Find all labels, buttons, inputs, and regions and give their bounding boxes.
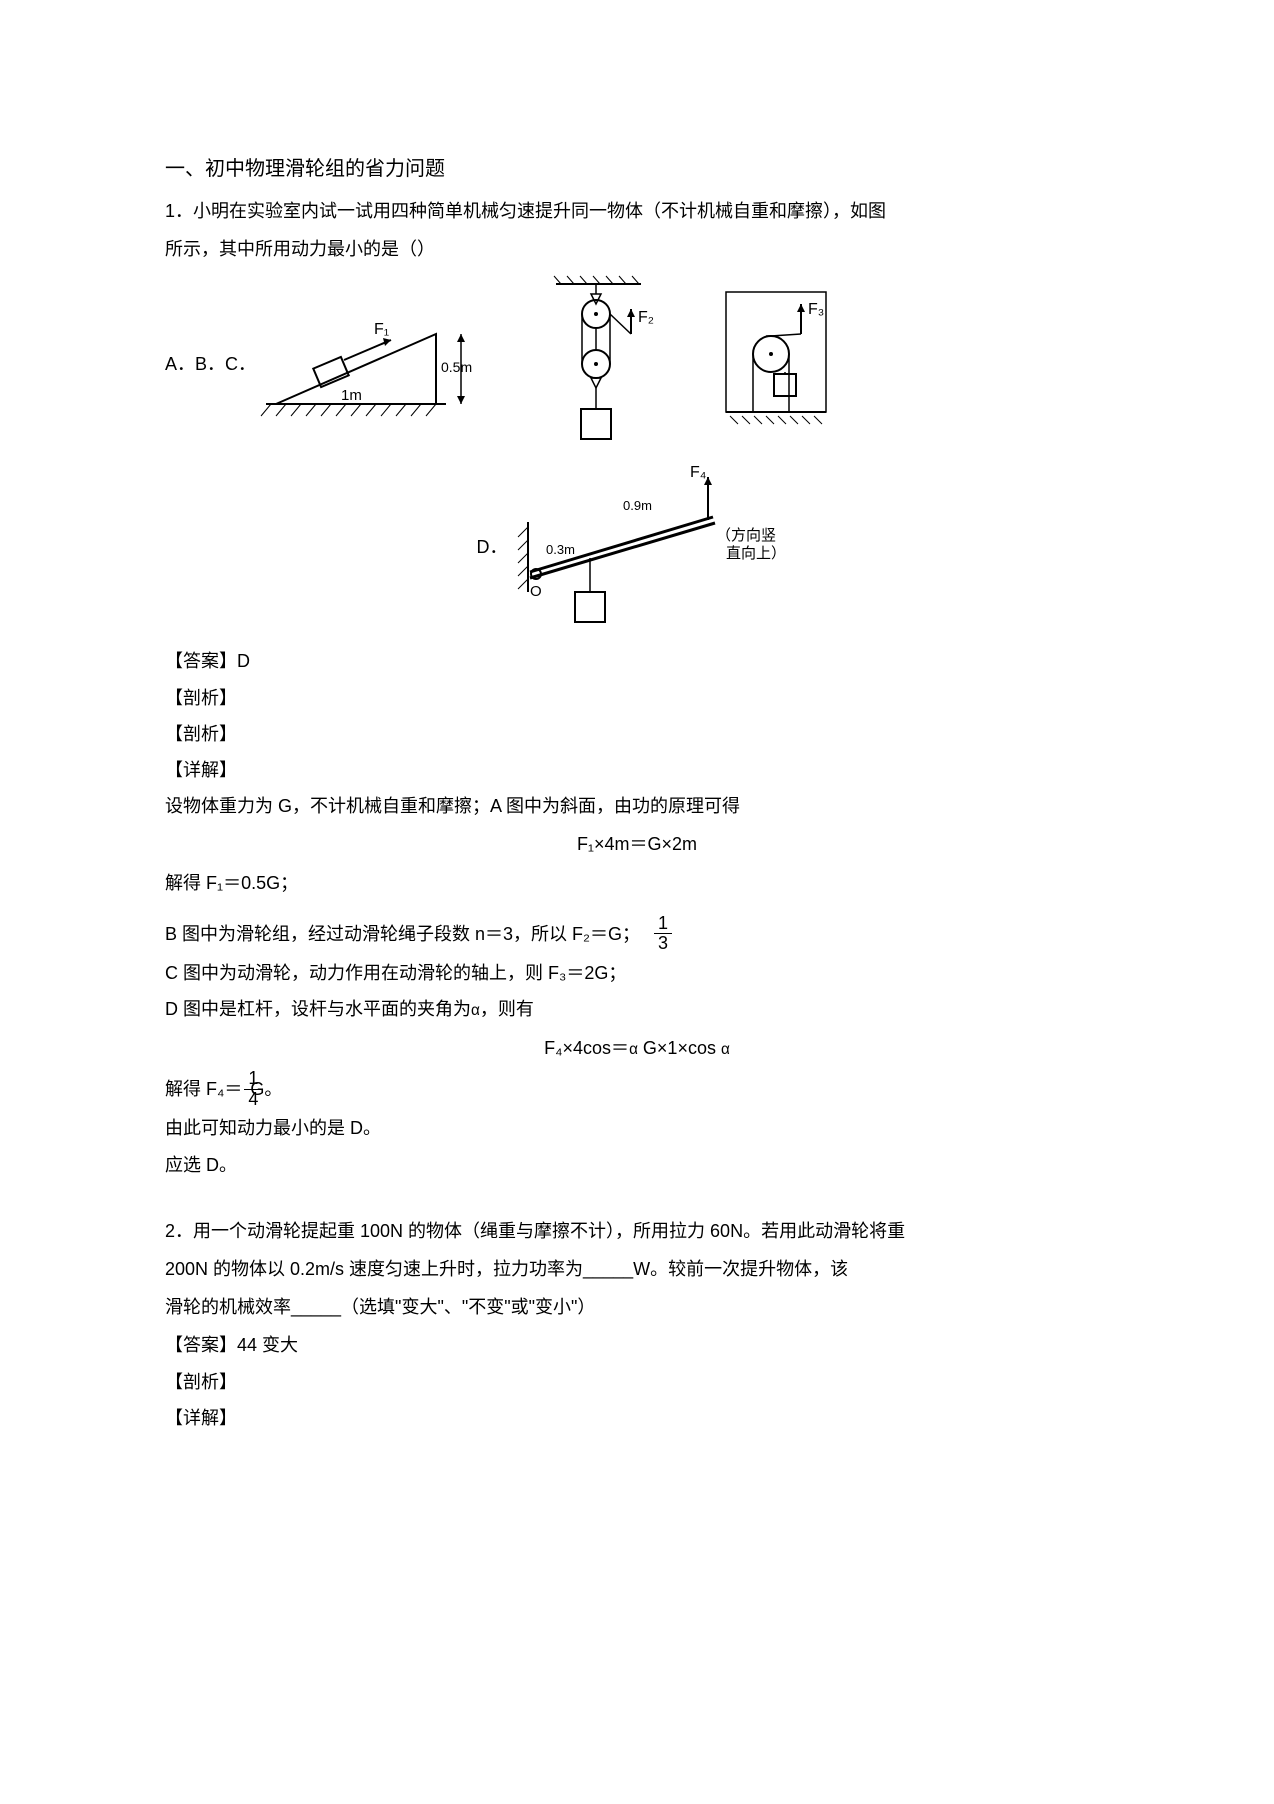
q1-expl-line6-pre: 解得 F₄＝: [165, 1072, 242, 1106]
diagram-d-note1: （方向竖: [716, 527, 776, 544]
diagram-a-force: F₁: [374, 321, 389, 338]
answer-label: 【答案】: [165, 651, 237, 671]
q1-options-row: A．B．C． F₁: [165, 274, 1109, 454]
diagram-d-origin: O: [530, 583, 542, 600]
q2-number: 2．: [165, 1221, 193, 1241]
q2-stem-line1: 用一个动滑轮提起重 100N 的物体（绳重与摩擦不计），所用拉力 60N。若用此…: [193, 1221, 905, 1241]
q1-eq2-pre: F₄×4cos＝: [544, 1038, 629, 1058]
diagram-a-slope: 1m: [341, 387, 362, 404]
q1-option-d-row: D． O 0.3m: [165, 462, 1109, 632]
q1-eq2-mid: G×1×cos: [643, 1038, 716, 1058]
q2-stem: 2．用一个动滑轮提起重 100N 的物体（绳重与摩擦不计），所用拉力 60N。若…: [165, 1214, 1109, 1248]
section-heading: 一、初中物理滑轮组的省力问题: [165, 150, 1109, 188]
q2-answer-label: 【答案】: [165, 1335, 237, 1355]
q1-expl-line5-post: ，则有: [480, 999, 534, 1019]
frac-b-den: 3: [654, 934, 672, 954]
diagram-a: F₁ 0.5m 1m: [256, 304, 486, 424]
diagram-a-height: 0.5m: [441, 359, 472, 375]
q1-stem-line2: 所示，其中所用动力最小的是（）: [165, 232, 1109, 266]
q1-opt-d-label: D．: [477, 530, 508, 564]
diagram-d-hang: 0.3m: [546, 542, 575, 557]
q1-analysis2: 【剖析】: [165, 717, 1109, 751]
q1-detail-label: 【详解】: [165, 753, 1109, 787]
alpha3: α: [721, 1041, 730, 1058]
q1-expl-line7: 由此可知动力最小的是 D。: [165, 1111, 1109, 1145]
q1-stem-line1: 小明在实验室内试一试用四种简单机械匀速提升同一物体（不计机械自重和摩擦），如图: [193, 201, 886, 221]
q1-expl-line1: 设物体重力为 G，不计机械自重和摩擦；A 图中为斜面，由功的原理可得: [165, 789, 1109, 823]
q1-analysis1: 【剖析】: [165, 681, 1109, 715]
diagram-c: F₃: [716, 284, 836, 444]
page: 一、初中物理滑轮组的省力问题 1．小明在实验室内试一试用四种简单机械匀速提升同一…: [0, 0, 1274, 1804]
q1-stem: 1．小明在实验室内试一试用四种简单机械匀速提升同一物体（不计机械自重和摩擦），如…: [165, 194, 1109, 228]
q1-expl-line6: 解得 F₄＝ 1 4 G。: [165, 1069, 1109, 1110]
answer-value: D: [237, 651, 250, 671]
q1-number: 1．: [165, 201, 193, 221]
q1-eq1: F₁×4m＝G×2m: [165, 827, 1109, 861]
q1-opt-ab-label: A．B．C．: [165, 347, 256, 381]
frac-b-num: 1: [654, 914, 672, 935]
q2-stem-line3: 滑轮的机械效率_____（选填"变大"、"不变"或"变小"）: [165, 1290, 1109, 1324]
diagram-d: O 0.3m 0.9m F₄ （方向竖 直向上）: [508, 462, 798, 632]
q1-expl-line3-text: B 图中为滑轮组，经过动滑轮绳子段数 n＝3，所以 F₂＝G；: [165, 917, 640, 951]
q2-stem-line2: 200N 的物体以 0.2m/s 速度匀速上升时，拉力功率为_____W。较前一…: [165, 1252, 1109, 1286]
diagram-d-note2: 直向上）: [726, 545, 786, 562]
q2-analysis: 【剖析】: [165, 1365, 1109, 1399]
diagram-c-force: F₃: [808, 301, 824, 318]
q1-eq2: F₄×4cos＝α G×1×cos α: [165, 1031, 1109, 1065]
q2-answer: 【答案】44 变大: [165, 1328, 1109, 1362]
q1-expl-line8: 应选 D。: [165, 1148, 1109, 1182]
q1-expl-line4: C 图中为动滑轮，动力作用在动滑轮的轴上，则 F₃＝2G；: [165, 956, 1109, 990]
q1-expl-line5-pre: D 图中是杠杆，设杆与水平面的夹角为: [165, 999, 471, 1019]
q1-expl-line2: 解得 F₁＝0.5G；: [165, 866, 1109, 900]
diagram-b-force: F₂: [638, 309, 654, 326]
q2-answer-value: 44 变大: [237, 1335, 298, 1355]
q2-detail-label: 【详解】: [165, 1401, 1109, 1435]
diagram-b: F₂: [546, 274, 666, 454]
q1-expl-line3: B 图中为滑轮组，经过动滑轮绳子段数 n＝3，所以 F₂＝G； 1 3: [165, 914, 1109, 955]
q1-answer: 【答案】D: [165, 644, 1109, 678]
q1-expl-line5: D 图中是杠杆，设杆与水平面的夹角为α，则有: [165, 992, 1109, 1026]
diagram-d-force: F₄: [690, 464, 706, 481]
q1-expl-line6-mid: G。: [250, 1072, 282, 1106]
frac-b: 1 3: [654, 914, 672, 955]
diagram-d-top: 0.9m: [623, 498, 652, 513]
alpha2: α: [629, 1041, 638, 1058]
alpha1: α: [471, 1002, 480, 1019]
